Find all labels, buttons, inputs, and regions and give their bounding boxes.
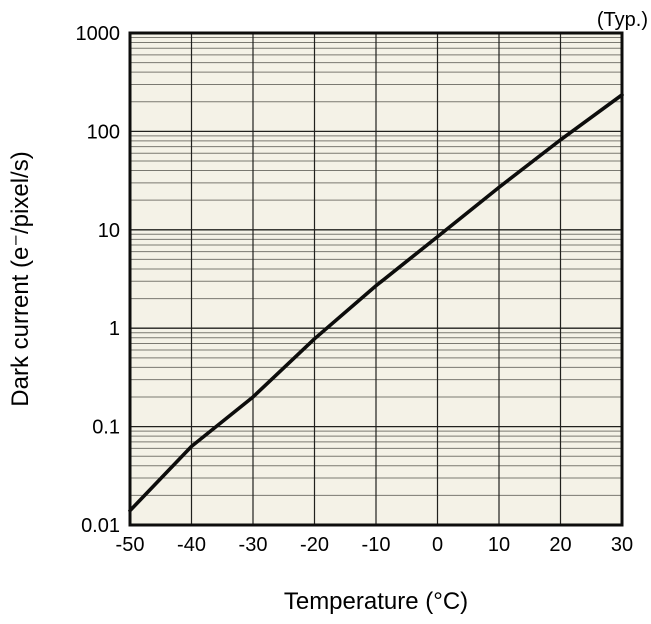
x-tick-label: 30 bbox=[611, 534, 633, 556]
y-tick-label: 0.01 bbox=[81, 515, 120, 537]
y-tick-label: 1000 bbox=[76, 23, 121, 45]
x-tick-label: -40 bbox=[177, 534, 206, 556]
x-tick-label: -50 bbox=[116, 534, 145, 556]
y-tick-label: 10 bbox=[98, 220, 120, 242]
major-gridlines bbox=[130, 33, 622, 525]
x-tick-label: -20 bbox=[300, 534, 329, 556]
dark-current-curve bbox=[128, 93, 624, 513]
y-tick-label: 0.1 bbox=[92, 417, 120, 439]
tick-labels: 1000 100 10 1 0.1 0.01-50 -40 -30 -20 -10 0 10 20 30 bbox=[76, 23, 634, 556]
typ-annotation: (Typ.) bbox=[597, 9, 648, 31]
data-series-layer bbox=[128, 93, 624, 513]
plot-frame bbox=[128, 31, 624, 527]
y-tick-label: 1 bbox=[109, 318, 120, 340]
x-tick-label: -30 bbox=[239, 534, 268, 556]
x-tick-label: 10 bbox=[488, 534, 510, 556]
x-axis-title: Temperature (°C) bbox=[284, 588, 468, 615]
y-tick-label: 100 bbox=[87, 121, 120, 143]
x-tick-label: -10 bbox=[362, 534, 391, 556]
y-axis-title: Dark current (e⁻/pixel/s) bbox=[7, 151, 34, 406]
x-tick-label: 0 bbox=[432, 534, 443, 556]
x-tick-label: 20 bbox=[549, 534, 571, 556]
